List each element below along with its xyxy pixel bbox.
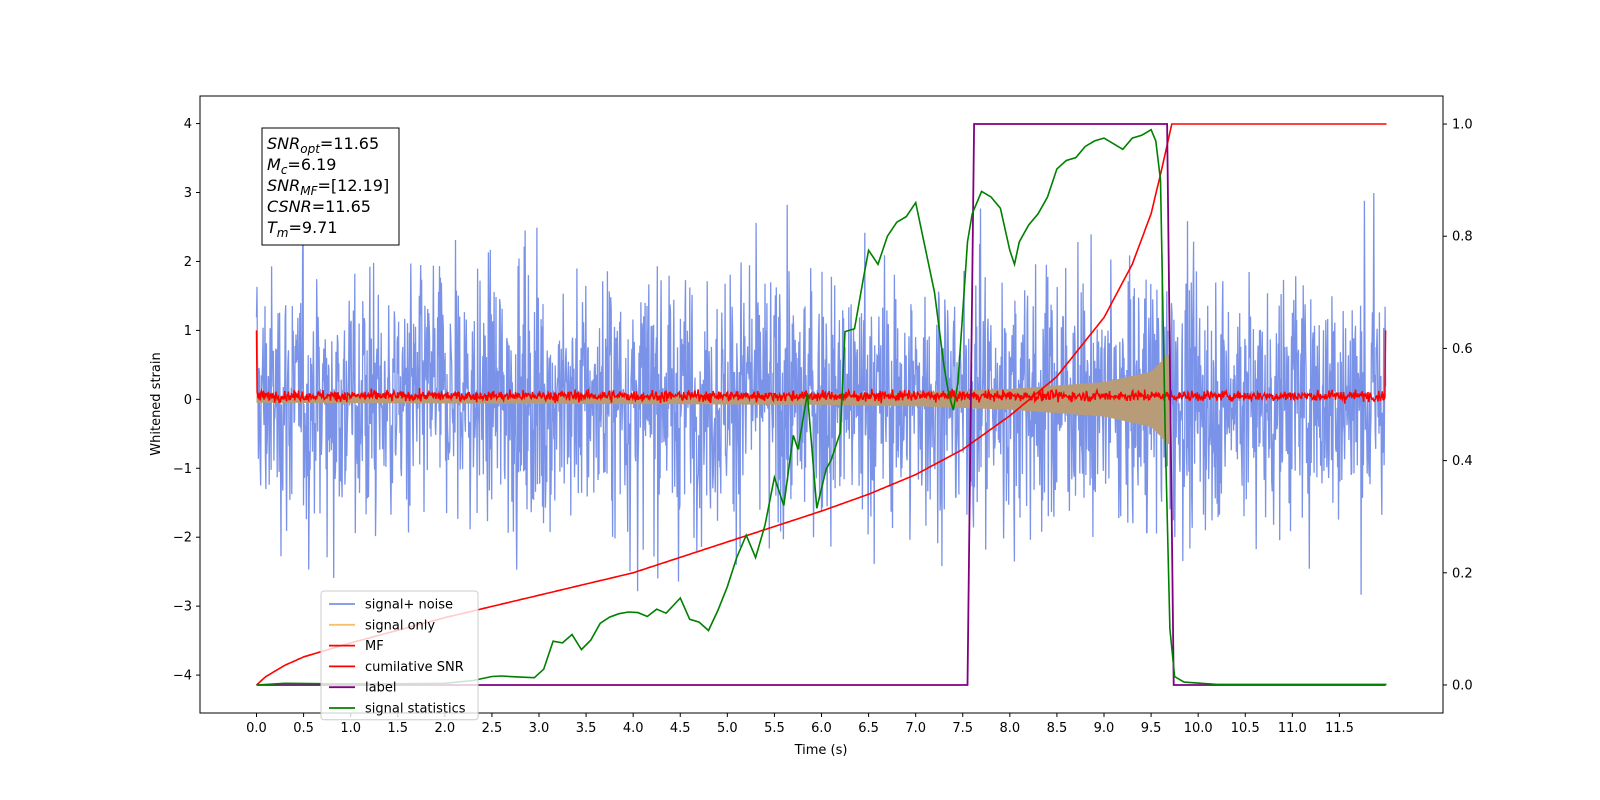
legend-label: signal only bbox=[365, 618, 435, 633]
x-tick-label: 9.5 bbox=[1141, 721, 1162, 736]
mf-line bbox=[255, 330, 1387, 404]
x-tick-label: 8.5 bbox=[1047, 721, 1068, 736]
legend: signal+ noise signal only MF cumilative SNR… bbox=[320, 590, 479, 721]
info-line: SNRMF=[12.19] bbox=[267, 176, 389, 198]
y-left-tick-label: 0 bbox=[184, 393, 192, 408]
x-tick-label: 8.0 bbox=[999, 721, 1020, 736]
x-tick-label: 11.5 bbox=[1325, 721, 1354, 736]
right-y-axis: 0.0 0.2 0.4 0.6 0.8 1.0 bbox=[1443, 118, 1473, 693]
x-tick-label: 0.5 bbox=[293, 721, 314, 736]
y-right-tick-label: 0.4 bbox=[1452, 454, 1473, 469]
signal-statistics-line bbox=[256, 128, 1387, 686]
y-left-tick-label: 1 bbox=[184, 324, 192, 339]
info-line: SNRopt=11.65 bbox=[267, 134, 379, 156]
x-tick-label: 4.0 bbox=[623, 721, 644, 736]
x-tick-label: 4.5 bbox=[670, 721, 691, 736]
signal-only-band bbox=[256, 354, 1170, 445]
info-box: SNRopt=11.65Mc=6.19SNRMF=[12.19]CSNR=11.… bbox=[261, 127, 400, 246]
x-axis-label: Time (s) bbox=[794, 743, 848, 758]
x-tick-label: 2.5 bbox=[482, 721, 503, 736]
x-tick-label: 7.0 bbox=[905, 721, 926, 736]
x-tick-label: 6.0 bbox=[811, 721, 832, 736]
y-right-tick-label: 0.2 bbox=[1452, 566, 1473, 581]
x-tick-label: 5.5 bbox=[764, 721, 785, 736]
y-left-tick-label: 2 bbox=[184, 255, 192, 270]
left-y-axis: −4 −3 −2 −1 0 1 2 3 4 bbox=[173, 117, 200, 684]
y-right-tick-label: 0.6 bbox=[1452, 342, 1473, 357]
legend-label: signal statistics bbox=[365, 702, 466, 717]
x-tick-label: 1.0 bbox=[340, 721, 361, 736]
legend-label: MF bbox=[365, 639, 384, 654]
y-left-tick-label: 4 bbox=[184, 117, 192, 132]
x-axis: 0.0 0.5 1.0 1.5 2.0 2.5 3.0 3.5 4.0 4.5 5.0 5.5 6.0 6… bbox=[246, 713, 1354, 736]
legend-label: signal+ noise bbox=[365, 598, 453, 613]
x-tick-label: 6.5 bbox=[858, 721, 879, 736]
info-line: Mc=6.19 bbox=[267, 155, 336, 177]
x-tick-label: 1.5 bbox=[387, 721, 408, 736]
x-tick-label: 5.0 bbox=[717, 721, 738, 736]
info-line: CSNR=11.65 bbox=[267, 197, 371, 216]
x-tick-label: 10.0 bbox=[1184, 721, 1213, 736]
signal-noise-line bbox=[255, 192, 1387, 595]
y-left-tick-label: 3 bbox=[184, 186, 192, 201]
info-box-frame bbox=[261, 127, 400, 246]
y-left-tick-label: −2 bbox=[173, 531, 192, 546]
x-tick-label: 11.0 bbox=[1278, 721, 1307, 736]
label-line bbox=[256, 123, 1386, 686]
legend-label: cumilative SNR bbox=[365, 660, 464, 675]
x-tick-label: 10.5 bbox=[1231, 721, 1260, 736]
y-left-tick-label: −4 bbox=[173, 669, 192, 684]
legend-frame bbox=[320, 590, 479, 721]
y-right-tick-label: 1.0 bbox=[1452, 118, 1473, 133]
x-tick-label: 2.0 bbox=[434, 721, 455, 736]
x-tick-label: 3.0 bbox=[529, 721, 550, 736]
x-tick-label: 3.5 bbox=[576, 721, 597, 736]
legend-label: label bbox=[365, 681, 396, 696]
x-tick-label: 7.5 bbox=[952, 721, 973, 736]
y-left-tick-label: −1 bbox=[173, 462, 192, 477]
y-left-tick-label: −3 bbox=[173, 600, 192, 615]
x-tick-label: 0.0 bbox=[246, 721, 267, 736]
info-line: Tm=9.71 bbox=[267, 218, 338, 240]
x-tick-label: 9.0 bbox=[1094, 721, 1115, 736]
y-right-tick-label: 0.0 bbox=[1452, 678, 1473, 693]
y-axis-label: Whitened strain bbox=[149, 352, 164, 455]
y-right-tick-label: 0.8 bbox=[1452, 230, 1473, 245]
